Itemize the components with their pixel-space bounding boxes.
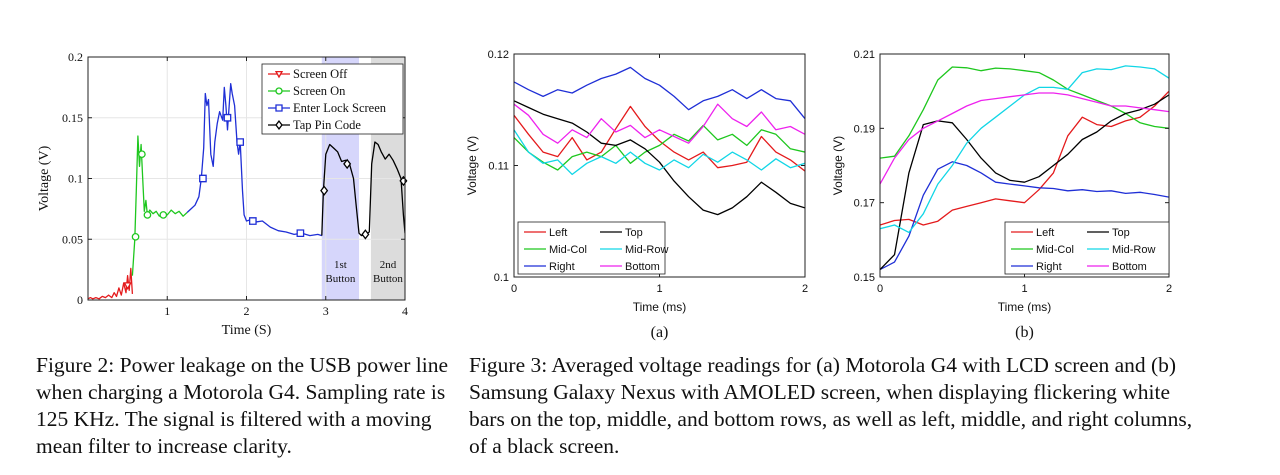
series-line-left <box>880 90 1169 226</box>
y-axis-label: Voltage (V) <box>831 136 845 195</box>
x-tick-label: 0 <box>511 283 517 295</box>
legend-marker <box>275 87 283 95</box>
y-axis-label: Voltage (V) <box>465 136 479 195</box>
y-tick-label: 0.15 <box>854 272 875 284</box>
x-tick-label: 2 <box>802 283 808 295</box>
legend-label: Left <box>1036 227 1054 239</box>
x-tick-label: 0 <box>877 283 883 295</box>
x-tick-label: 1 <box>656 283 662 295</box>
data-point-marker <box>343 158 352 170</box>
figure2-chart: 1st Button 2nd Button 1 2 3 4 0 0.05 0.1 0.15 0.2 Tim… <box>37 50 408 338</box>
legend-box <box>261 63 404 135</box>
data-point-marker <box>236 138 245 146</box>
x-tick-label: 3 <box>323 304 329 318</box>
data-point-marker <box>296 229 305 238</box>
y-tick-label: 0.11 <box>488 161 509 173</box>
x-tick-label: 2 <box>1166 283 1172 295</box>
data-point-marker <box>248 217 257 225</box>
data-point-marker <box>131 232 140 241</box>
region-label: Button <box>325 273 355 285</box>
data-point-marker <box>138 150 146 159</box>
region-label: 1st <box>334 259 347 271</box>
subfigure-label: (b) <box>1015 324 1034 341</box>
data-point-marker <box>223 113 232 122</box>
series-line-enter-lock-screen <box>186 83 322 237</box>
data-point-marker <box>123 282 132 290</box>
x-tick-label: 1 <box>1021 283 1027 295</box>
legend-label: Screen Off <box>293 67 348 81</box>
data-point-marker <box>143 211 152 219</box>
series-line-screen-on <box>131 135 188 276</box>
legend-label: Right <box>1036 261 1062 273</box>
legend-label: Mid-Row <box>1112 244 1155 256</box>
series-line-left <box>514 105 805 172</box>
figure3b-chart: 0 1 2 0.15 0.17 0.19 0.21 Time (ms) Voltage (V) (… <box>831 49 1172 341</box>
y-tick-label: 0.2 <box>68 50 83 64</box>
x-axis-label: Time (S) <box>222 323 272 338</box>
legend-label: Mid-Row <box>625 244 668 256</box>
data-point-marker <box>159 211 168 219</box>
legend-label: Bottom <box>1112 261 1147 273</box>
figure2-caption: Figure 2: Power leakage on the USB power… <box>36 353 448 458</box>
data-point-marker <box>320 185 329 196</box>
figure3-caption: Figure 3: Averaged voltage readings for … <box>469 353 1193 458</box>
data-point-marker <box>199 174 207 183</box>
legend-label: Top <box>625 227 643 239</box>
legend-label: Mid-Col <box>1036 244 1074 256</box>
series-line-mid-col <box>880 66 1169 159</box>
series-line-bottom <box>880 92 1169 185</box>
series-line-mid-col <box>514 124 805 171</box>
y-axis-label: Voltage (V) <box>37 145 52 211</box>
figure3a-chart: 0 1 2 0.1 0.11 0.12 Time (ms) Voltage (V) (a) Lef… <box>465 49 808 341</box>
legend-marker <box>275 120 283 130</box>
y-tick-label: 0 <box>77 293 83 307</box>
series-line-top <box>514 100 805 216</box>
series-line-right <box>880 161 1169 271</box>
x-axis-label: Time (ms) <box>633 300 687 314</box>
data-point-marker <box>361 229 370 240</box>
y-tick-label: 0.1 <box>68 172 83 186</box>
series-line-bottom <box>514 103 805 144</box>
x-tick-label: 1 <box>164 304 170 318</box>
y-tick-label: 0.05 <box>62 232 83 246</box>
region-label: Button <box>373 273 403 285</box>
legend-label: Top <box>1112 227 1130 239</box>
y-tick-label: 0.1 <box>494 272 509 284</box>
x-axis-label: Time (ms) <box>998 300 1052 314</box>
y-tick-label: 0.17 <box>854 198 875 210</box>
legend-label: Mid-Col <box>549 244 587 256</box>
legend-label: Right <box>549 261 575 273</box>
x-tick-label: 4 <box>402 304 408 318</box>
y-tick-label: 0.21 <box>854 49 875 61</box>
series-line-mid-row <box>880 65 1169 234</box>
y-tick-label: 0.12 <box>488 49 509 61</box>
x-tick-label: 2 <box>244 304 250 318</box>
subfigure-label: (a) <box>651 324 669 341</box>
legend-box <box>517 221 666 275</box>
y-tick-label: 0.19 <box>854 123 875 135</box>
legend-marker <box>275 104 283 112</box>
legend-label: Tap Pin Code <box>293 118 361 132</box>
legend-label: Left <box>549 227 567 239</box>
legend-label: Enter Lock Screen <box>293 101 387 115</box>
series-line-mid-row <box>514 129 805 176</box>
series-line-right <box>514 66 805 120</box>
legend-marker <box>274 70 284 79</box>
legend-box <box>1004 221 1170 275</box>
region-label: 2nd <box>380 259 397 271</box>
series-line-screen-off <box>88 267 134 300</box>
legend-label: Screen On <box>293 84 346 98</box>
series-line-top <box>880 94 1169 271</box>
y-tick-label: 0.15 <box>62 111 83 125</box>
legend-label: Bottom <box>625 261 660 273</box>
